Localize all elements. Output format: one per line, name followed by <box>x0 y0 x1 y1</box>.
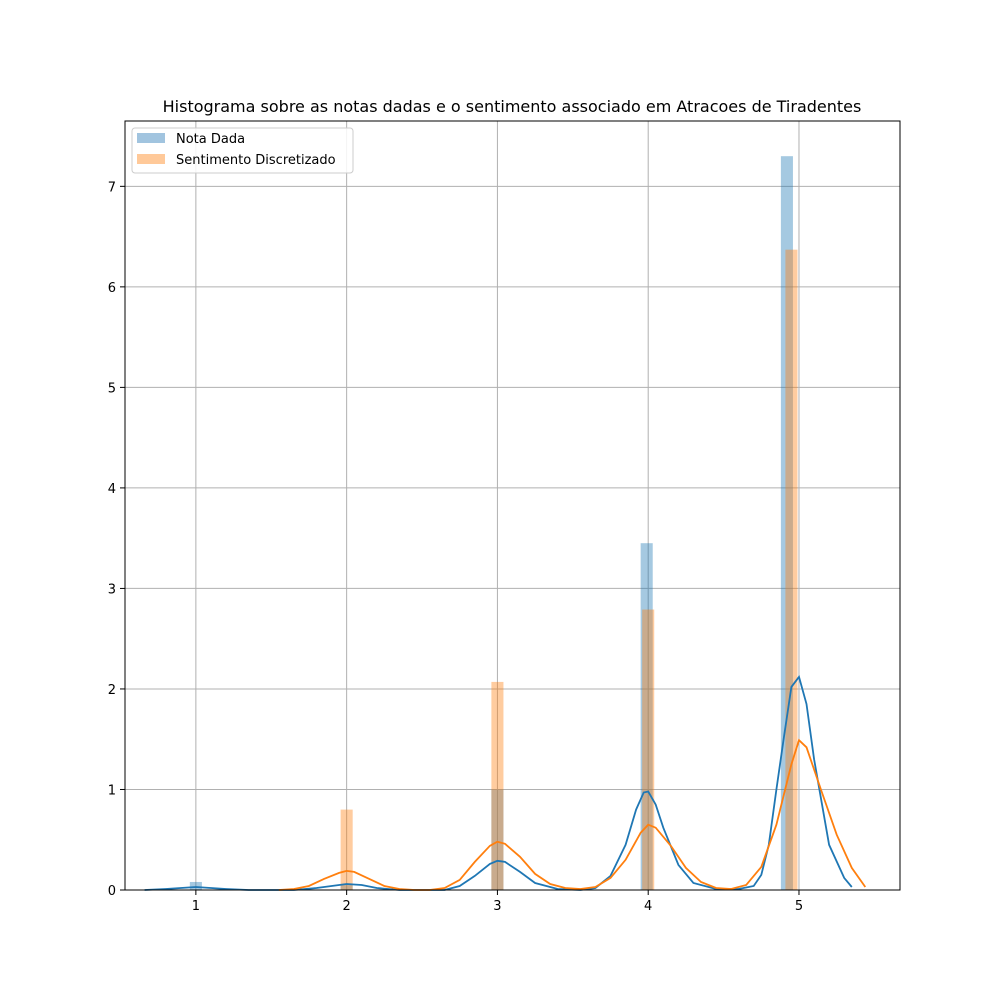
y-tick-label-3: 3 <box>108 582 116 597</box>
y-tick-label-0: 0 <box>108 884 116 899</box>
legend-label-sentimento: Sentimento Discretizado <box>176 153 336 168</box>
histogram-bar-s0-4 <box>780 156 793 891</box>
histogram-bar-s0-2 <box>491 789 504 890</box>
histogram-bar-s0-1 <box>340 883 353 890</box>
y-tick-label-4: 4 <box>108 482 116 497</box>
histogram-bars <box>189 156 798 891</box>
histogram-bar-s1-1 <box>491 681 504 890</box>
legend-box <box>131 127 354 174</box>
x-tick-label-5: 5 <box>795 899 803 914</box>
y-tick-label-7: 7 <box>108 180 116 195</box>
histogram-bar-s1-3 <box>785 249 798 890</box>
kde-line-series-1 <box>278 738 867 891</box>
histogram-bar-s0-0 <box>189 881 202 890</box>
y-tick-label-5: 5 <box>108 381 116 396</box>
histogram-bar-s1-0 <box>340 809 353 890</box>
histogram-bar-s1-2 <box>642 609 655 890</box>
grid-lines <box>125 121 900 891</box>
legend-swatch-sentimento <box>137 154 165 164</box>
histogram-bar-s0-3 <box>640 543 653 890</box>
x-tick-label-2: 2 <box>343 899 351 914</box>
legend: Nota Dada Sentimento Discretizado <box>131 127 354 174</box>
legend-swatch-nota-dada <box>137 133 165 143</box>
chart-title: Histograma sobre as notas dadas e o sent… <box>163 97 862 116</box>
y-tick-label-1: 1 <box>108 783 116 798</box>
x-tick-label-4: 4 <box>644 899 652 914</box>
legend-label-nota-dada: Nota Dada <box>176 132 245 147</box>
axis-ticks: 1 2 3 4 5 0 1 2 3 4 5 6 7 <box>108 180 803 914</box>
x-tick-label-1: 1 <box>192 899 200 914</box>
plot-frame <box>124 120 901 891</box>
x-tick-label-3: 3 <box>493 899 501 914</box>
y-tick-label-6: 6 <box>108 281 116 296</box>
y-tick-label-2: 2 <box>108 683 116 698</box>
